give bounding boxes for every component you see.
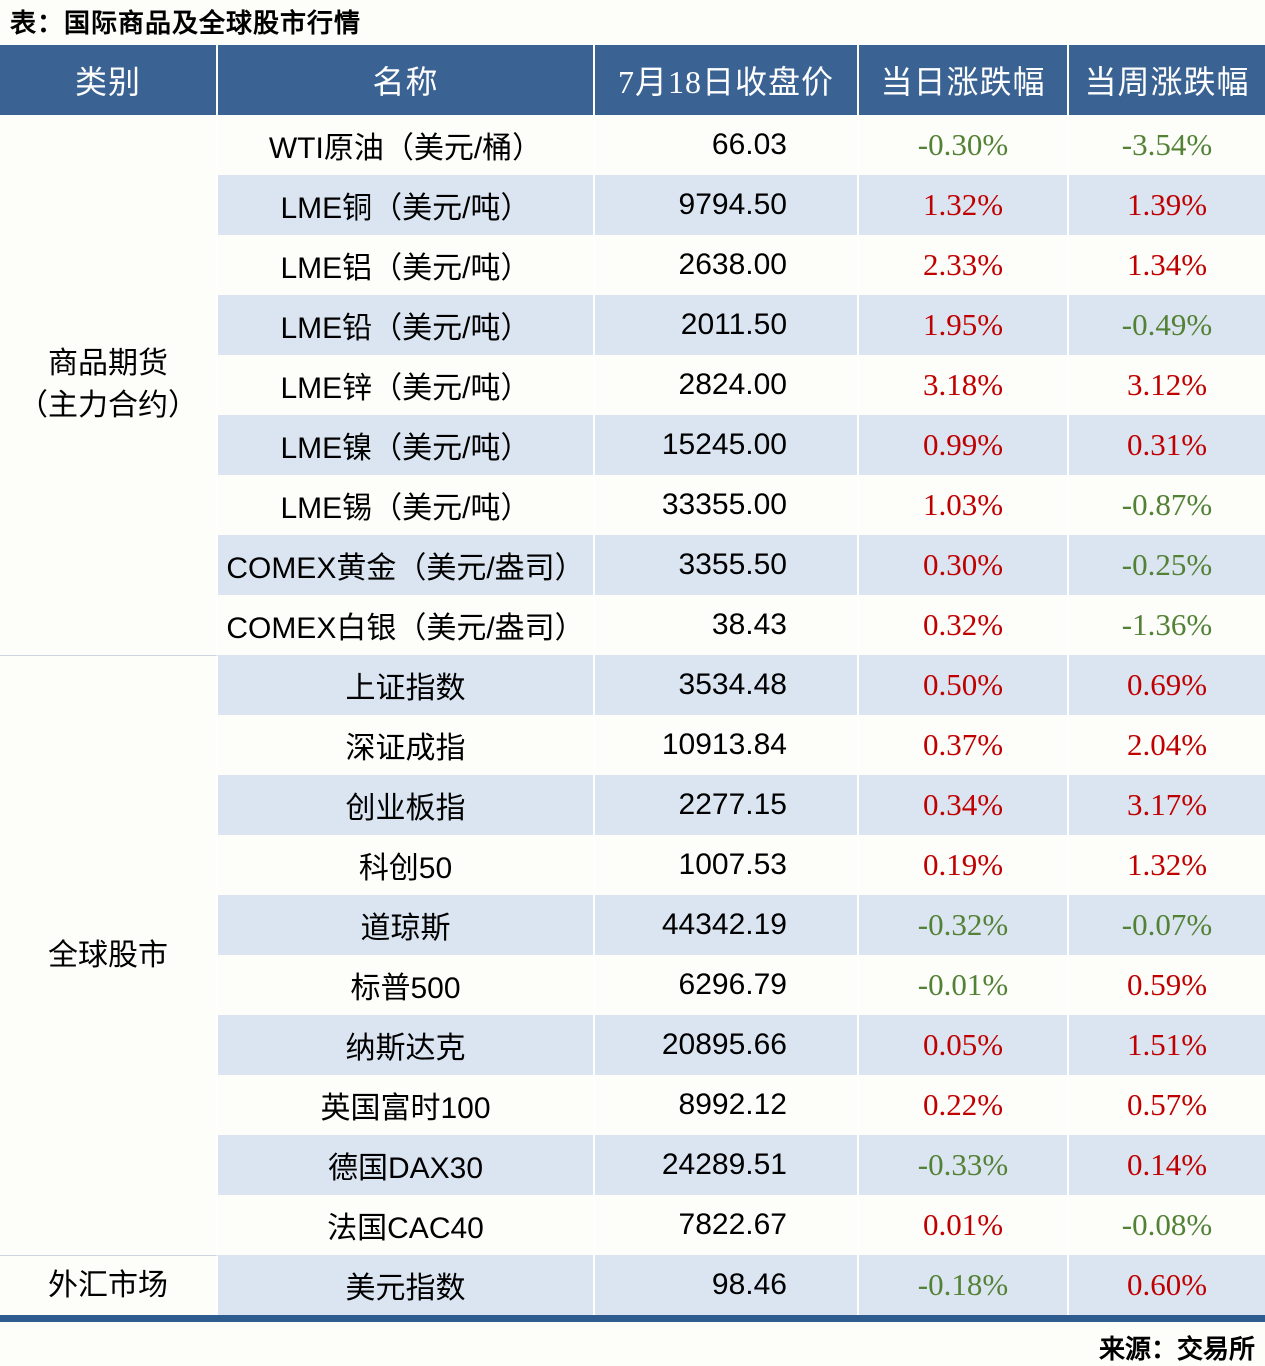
instrument-name: 深证成指 <box>218 715 595 775</box>
daily-change: -0.18% <box>859 1255 1069 1315</box>
weekly-change: 1.51% <box>1069 1015 1265 1075</box>
daily-change: 0.22% <box>859 1075 1069 1135</box>
weekly-change: 0.57% <box>1126 1087 1208 1122</box>
category-label: 商品期货 <box>48 347 168 380</box>
page-title: 表：国际商品及全球股市行情 <box>10 8 362 38</box>
closing-price: 3534.48 <box>595 655 859 715</box>
closing-price: 9794.50 <box>595 175 859 235</box>
weekly-change: 1.32% <box>1126 847 1208 882</box>
daily-change: 2.33% <box>859 235 1069 295</box>
instrument-name: LME锌（美元/吨） <box>218 355 595 415</box>
closing-price: 24289.51 <box>595 1135 859 1195</box>
daily-change: -0.33% <box>859 1135 1069 1195</box>
closing-price: 20895.66 <box>595 1015 859 1075</box>
daily-change: 0.32% <box>859 595 1069 655</box>
market-table: 类别 名称 7月18日收盘价 当日涨跌幅 当周涨跌幅 商品期货 （主力合约） 全… <box>0 45 1265 1322</box>
daily-change: -0.32% <box>859 895 1069 955</box>
header-name: 名称 <box>218 45 595 115</box>
closing-price: 2638.00 <box>595 235 859 295</box>
instrument-name: LME锡（美元/吨） <box>218 475 595 535</box>
header-category: 类别 <box>0 45 218 115</box>
weekly-change: 0.60% <box>1069 1255 1265 1315</box>
daily-change: 3.18% <box>859 355 1069 415</box>
daily-change: 0.01% <box>859 1195 1069 1255</box>
closing-price: 6296.79 <box>595 955 859 1015</box>
daily-change: 0.05% <box>859 1015 1069 1075</box>
closing-price: 1007.53 <box>595 835 859 895</box>
instrument-name: 美元指数 <box>218 1255 595 1315</box>
daily-change: 0.37% <box>859 715 1069 775</box>
closing-price: 38.43 <box>595 595 859 655</box>
instrument-name: 纳斯达克 <box>218 1015 595 1075</box>
header-daily-change: 当日涨跌幅 <box>859 45 1069 115</box>
closing-price: 98.46 <box>595 1255 859 1315</box>
closing-price: 2824.00 <box>595 355 859 415</box>
weekly-change: 1.39% <box>1069 175 1265 235</box>
weekly-change: 2.04% <box>1126 727 1208 762</box>
closing-price: 3355.50 <box>595 535 859 595</box>
instrument-name: LME镍（美元/吨） <box>218 415 595 475</box>
weekly-change: 0.69% <box>1069 655 1265 715</box>
daily-change: 0.34% <box>859 775 1069 835</box>
instrument-name: LME铝（美元/吨） <box>218 235 595 295</box>
closing-price: 15245.00 <box>595 415 859 475</box>
weekly-change: 1.34% <box>1126 247 1208 282</box>
category-label: 外汇市场 <box>48 1268 168 1302</box>
closing-price: 66.03 <box>595 115 859 175</box>
instrument-name: COMEX黄金（美元/盎司） <box>218 535 595 595</box>
instrument-name: 上证指数 <box>218 655 595 715</box>
instrument-name: 法国CAC40 <box>218 1195 595 1255</box>
weekly-change: 3.12% <box>1126 367 1208 402</box>
weekly-change: 0.14% <box>1069 1135 1265 1195</box>
closing-price: 2277.15 <box>595 775 859 835</box>
instrument-name: 英国富时100 <box>218 1075 595 1135</box>
daily-change: 1.03% <box>859 475 1069 535</box>
weekly-change: -3.54% <box>1121 127 1213 162</box>
weekly-change: -0.49% <box>1069 295 1265 355</box>
weekly-change: 0.31% <box>1069 415 1265 475</box>
closing-price: 44342.19 <box>595 895 859 955</box>
header-closing-price: 7月18日收盘价 <box>595 45 859 115</box>
closing-price: 2011.50 <box>595 295 859 355</box>
instrument-name: 德国DAX30 <box>218 1135 595 1195</box>
instrument-name: 道琼斯 <box>218 895 595 955</box>
closing-price: 8992.12 <box>595 1075 859 1135</box>
category-label: 全球股市 <box>48 938 168 972</box>
closing-price: 10913.84 <box>595 715 859 775</box>
closing-price: 33355.00 <box>595 475 859 535</box>
daily-change: -0.30% <box>859 115 1069 175</box>
weekly-change: -1.36% <box>1121 607 1213 642</box>
weekly-change: -0.08% <box>1121 1207 1213 1242</box>
weekly-change: 3.17% <box>1069 775 1265 835</box>
instrument-name: LME铅（美元/吨） <box>218 295 595 355</box>
weekly-change: -0.07% <box>1069 895 1265 955</box>
instrument-name: 标普500 <box>218 955 595 1015</box>
category-global-stocks: 全球股市 <box>0 655 218 1255</box>
instrument-name: 创业板指 <box>218 775 595 835</box>
daily-change: 0.30% <box>859 535 1069 595</box>
instrument-name: LME铜（美元/吨） <box>218 175 595 235</box>
source-note: 来源：交易所 <box>1098 1334 1255 1364</box>
instrument-name: 科创50 <box>218 835 595 895</box>
weekly-change: -0.25% <box>1069 535 1265 595</box>
daily-change: -0.01% <box>859 955 1069 1015</box>
category-fx-market: 外汇市场 <box>0 1255 218 1315</box>
daily-change: 0.50% <box>859 655 1069 715</box>
daily-change: 0.19% <box>859 835 1069 895</box>
closing-price: 7822.67 <box>595 1195 859 1255</box>
daily-change: 1.32% <box>859 175 1069 235</box>
category-commodity-futures: 商品期货 （主力合约） <box>0 115 218 655</box>
instrument-name: WTI原油（美元/桶） <box>218 115 595 175</box>
header-weekly-change: 当周涨跌幅 <box>1069 45 1265 115</box>
daily-change: 0.99% <box>859 415 1069 475</box>
weekly-change: 0.59% <box>1126 967 1208 1002</box>
category-label: （主力合约） <box>18 389 198 422</box>
daily-change: 1.95% <box>859 295 1069 355</box>
instrument-name: COMEX白银（美元/盎司） <box>218 595 595 655</box>
weekly-change: -0.87% <box>1121 487 1213 522</box>
